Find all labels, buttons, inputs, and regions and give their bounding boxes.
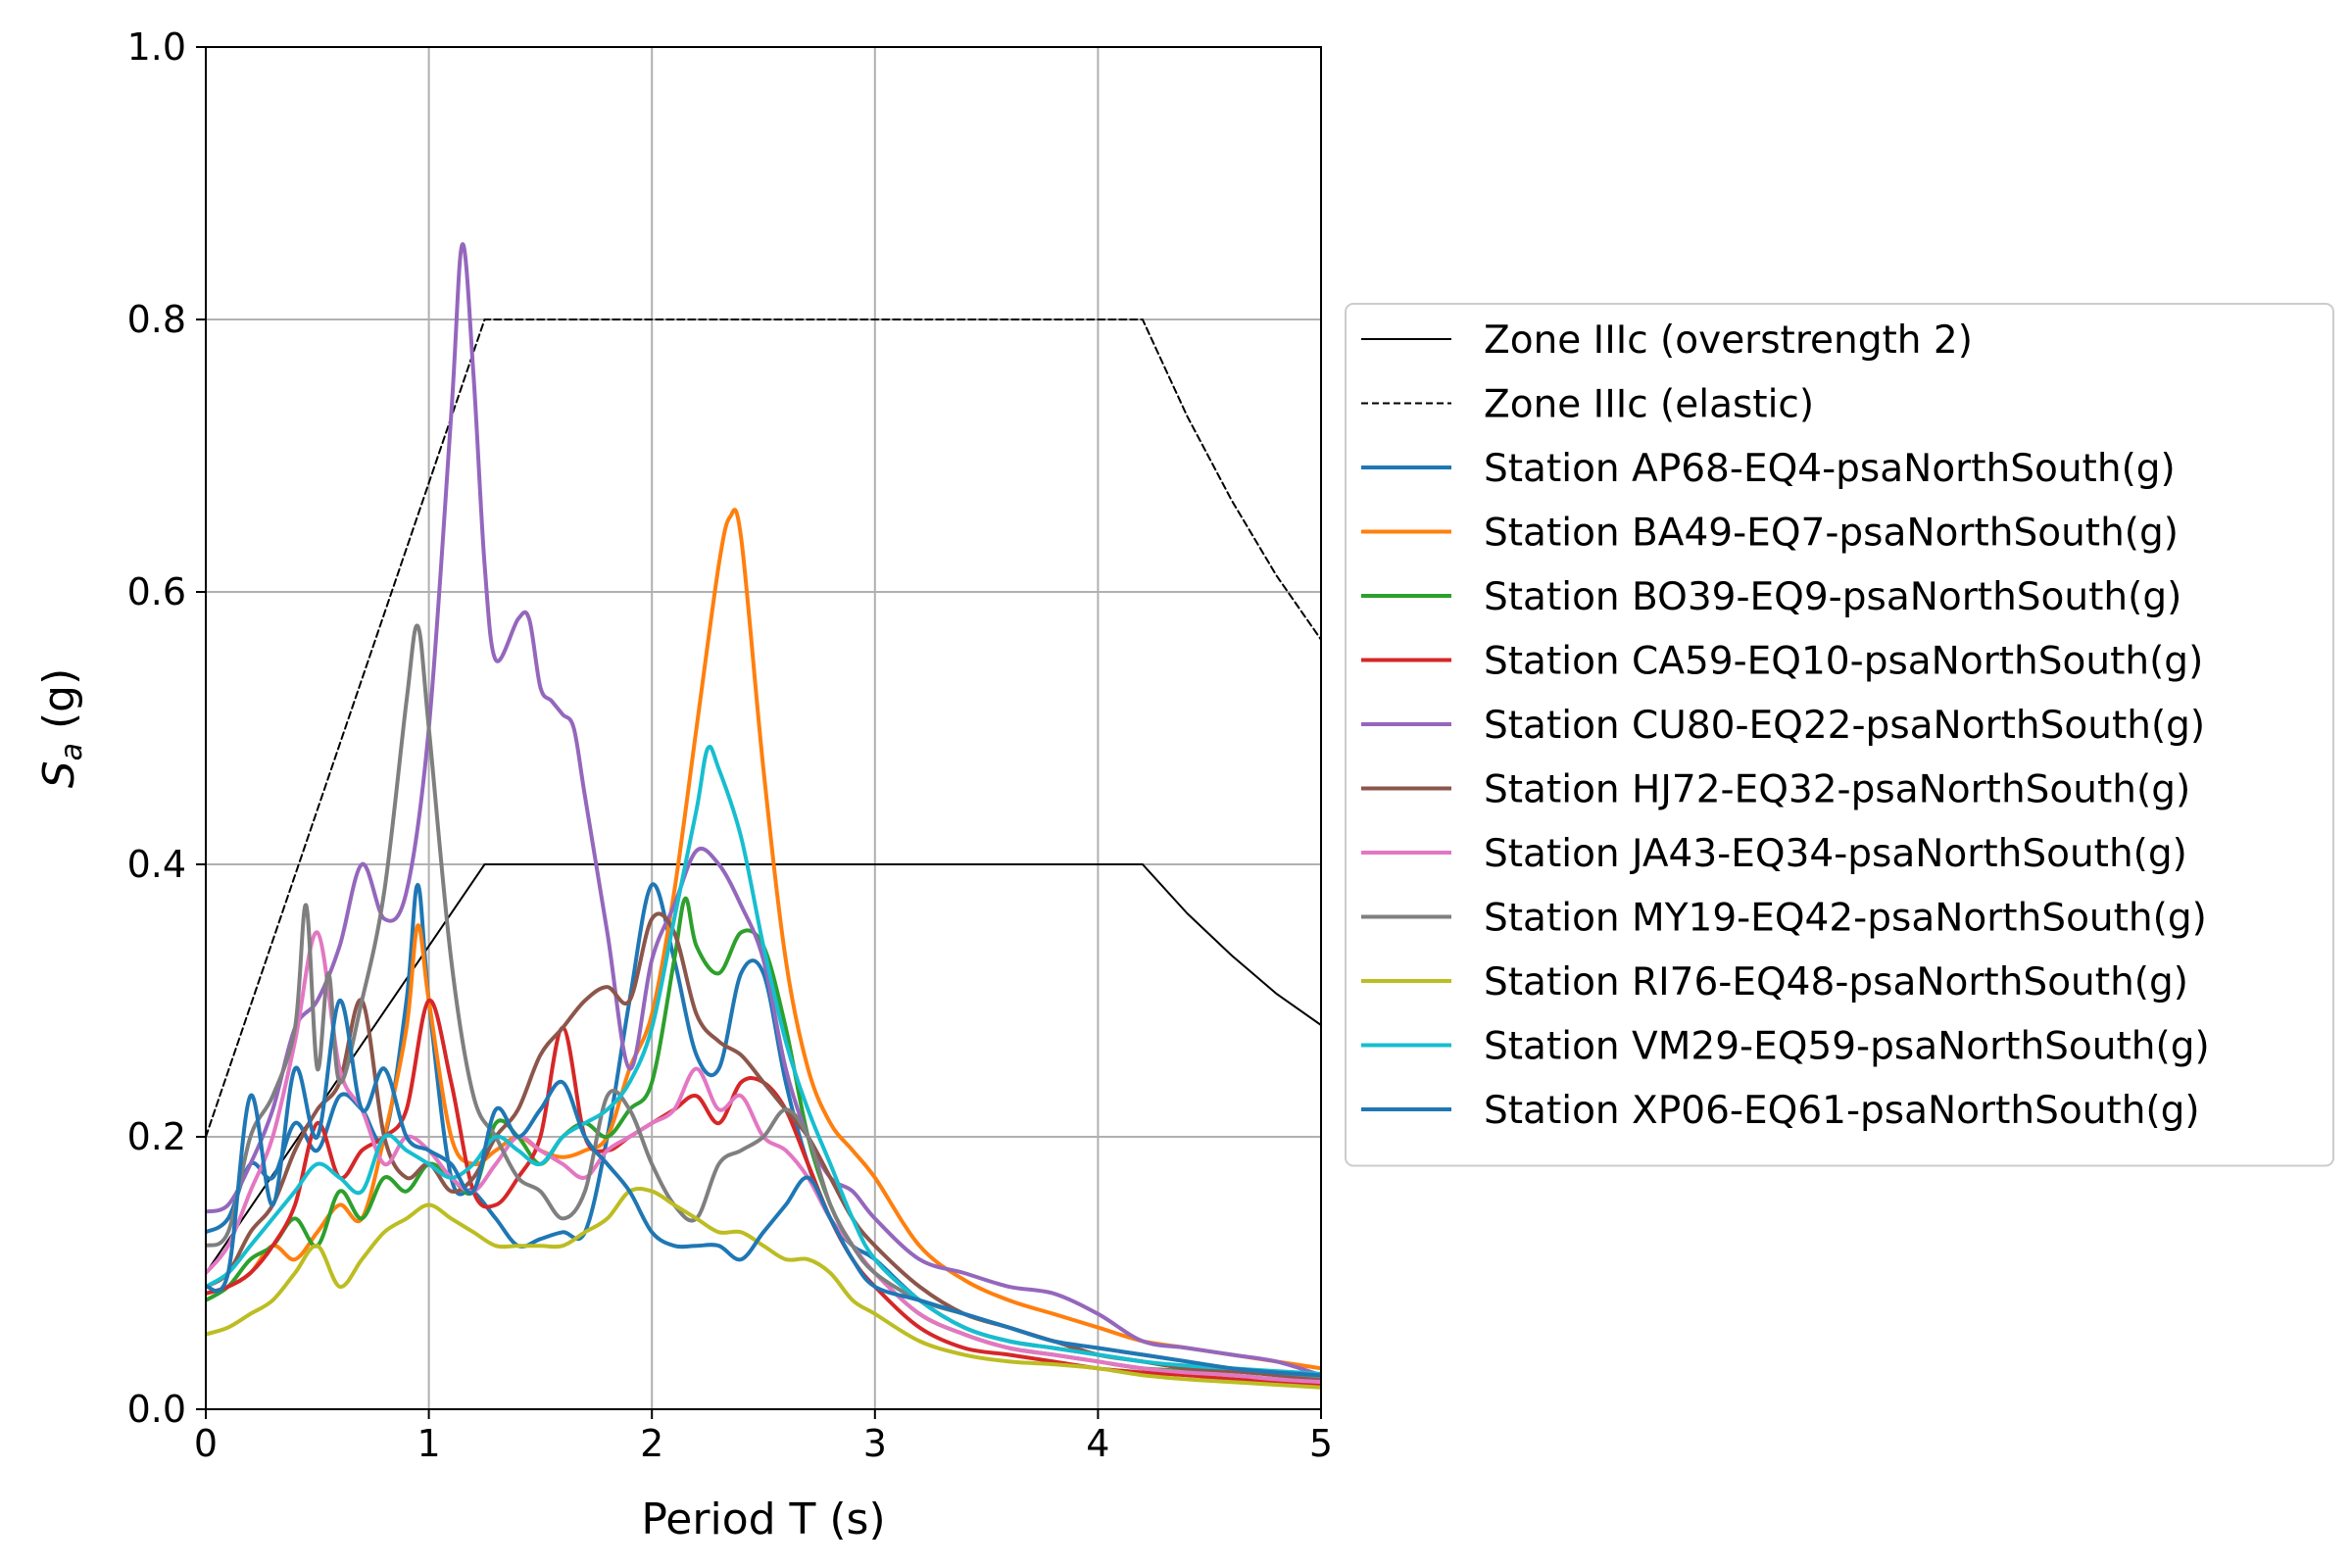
x-tick-label: 4	[1086, 1422, 1109, 1465]
legend-entry-label: Station HJ72-EQ32-psaNorthSouth(g)	[1484, 768, 2190, 812]
series-line-6	[206, 242, 1321, 1378]
legend-entry-label: Station CU80-EQ22-psaNorthSouth(g)	[1484, 704, 2205, 748]
legend-entry-label: Station BO39-EQ9-psaNorthSouth(g)	[1484, 575, 2181, 619]
x-axis-label: Period T (s)	[641, 1494, 885, 1544]
legend-entry-label: Station XP06-EQ61-psaNorthSouth(g)	[1484, 1089, 2200, 1133]
x-tick-label: 5	[1309, 1422, 1333, 1465]
y-axis-label-main: S	[34, 760, 84, 788]
legend-entry-label: Station VM29-EQ59-psaNorthSouth(g)	[1484, 1025, 2210, 1069]
y-tick-label: 1.0	[127, 25, 186, 69]
legend: Zone IIIc (overstrength 2) Zone IIIc (ela…	[1345, 303, 2334, 1167]
legend-entry-label: Station MY19-EQ42-psaNorthSouth(g)	[1484, 897, 2207, 941]
legend-entry-label: Station AP68-EQ4-psaNorthSouth(g)	[1484, 447, 2176, 491]
series-line-12	[206, 998, 1321, 1378]
series-line-10	[206, 1186, 1321, 1390]
y-tick-label: 0.4	[127, 843, 186, 886]
y-tick-label: 0.8	[127, 298, 186, 341]
x-tick-label: 0	[194, 1422, 218, 1465]
series-line-0	[206, 863, 1321, 1274]
x-tick-label: 1	[417, 1422, 441, 1465]
x-tick-label: 2	[640, 1422, 663, 1465]
legend-entry-label: Station CA59-EQ10-psaNorthSouth(g)	[1484, 640, 2203, 684]
y-axis-label-unit: (g)	[34, 668, 84, 743]
legend-entry-label: Zone IIIc (overstrength 2)	[1484, 318, 1973, 363]
y-axis-label: Sa (g)	[34, 668, 89, 789]
plot-frame	[205, 46, 1322, 1410]
series-line-1	[206, 318, 1321, 1138]
series-line-11	[206, 745, 1321, 1376]
series-line-3	[206, 508, 1321, 1371]
y-axis-label-sub: a	[55, 743, 89, 760]
x-tick-label: 3	[863, 1422, 887, 1465]
y-tick-label: 0.2	[127, 1115, 186, 1158]
axis-ticks: 0 1 2 3 4 5 0.0 0.2 0.4 0.6 0.8 1.0	[127, 25, 1334, 1465]
y-tick-label: 0.6	[127, 570, 186, 613]
legend-entry-label: Station BA49-EQ7-psaNorthSouth(g)	[1484, 512, 2179, 556]
series-layer	[206, 242, 1321, 1390]
legend-entry-label: Station JA43-EQ34-psaNorthSouth(g)	[1484, 832, 2187, 876]
legend-entry-label: Zone IIIc (elastic)	[1484, 383, 1814, 427]
legend-entry-label: Station RI76-EQ48-psaNorthSouth(g)	[1484, 960, 2188, 1004]
y-tick-label: 0.0	[127, 1388, 186, 1431]
legend-box	[1345, 303, 2334, 1167]
